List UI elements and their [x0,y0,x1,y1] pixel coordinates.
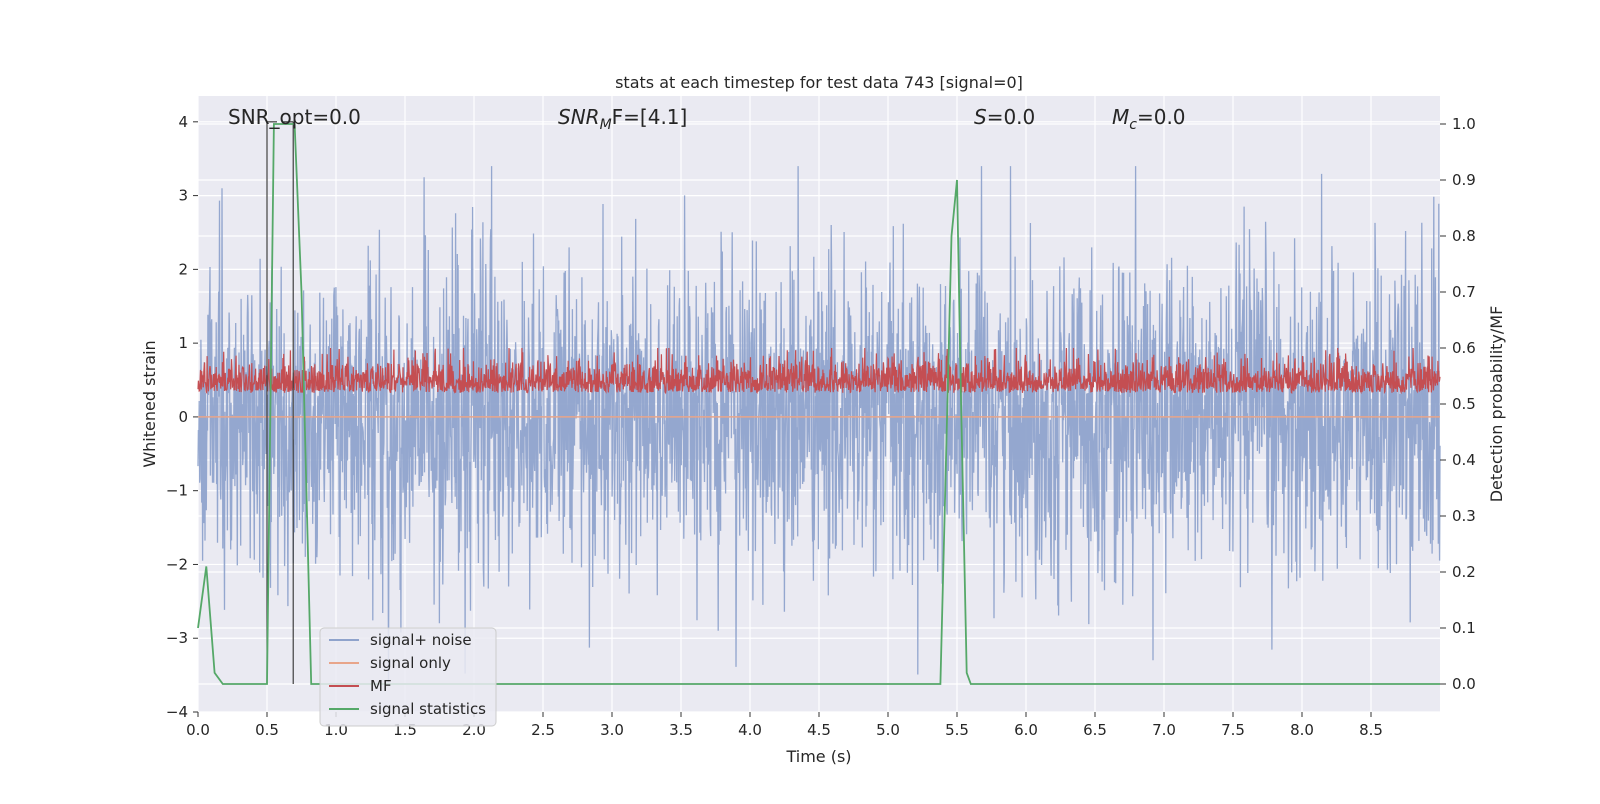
x-tick-label: 0.0 [186,721,210,739]
y-tick-label-right: 0.6 [1452,339,1476,357]
y-tick-label-right: 0.0 [1452,675,1476,693]
y-tick-label-right: 0.5 [1452,395,1476,413]
x-tick-label: 7.5 [1221,721,1245,739]
y-tick-label-left: 2 [178,260,188,278]
annotation-mc-sub: c [1129,117,1137,133]
annotation-mc-main: M [1112,105,1129,129]
legend-label-mf: MF [370,677,392,695]
x-tick-label: 6.0 [1014,721,1038,739]
legend: signal+ noise signal only MF signal stat… [319,627,497,727]
legend-label-signal-only: signal only [370,654,451,672]
y-tick-label-left: 1 [178,334,188,352]
ticks: 0.0 0.5 1.0 1.5 2.0 2.5 3.0 3.5 4.0 4.5 5.0 5.5 6.0 6… [166,113,1476,739]
y-tick-label-right: 0.8 [1452,227,1476,245]
annotation-mc-rest: =0.0 [1137,105,1186,129]
y-tick-label-left: −1 [166,482,188,500]
x-tick-label: 5.5 [945,721,969,739]
series-signal-statistics [197,123,1440,685]
annotation-s-main: S [974,105,987,129]
y-tick-label-left: −3 [166,629,188,647]
x-tick-label: 8.5 [1359,721,1383,739]
x-tick-label: 4.0 [738,721,762,739]
legend-label-signal-statistics: signal statistics [370,700,486,718]
y-tick-label-left: 4 [178,113,188,131]
y-tick-label-right: 0.4 [1452,451,1476,469]
y-tick-label-left: 3 [178,187,188,205]
legend-label-signal-noise: signal+ noise [370,631,472,649]
annotation-snr-opt: SNR_opt=0.0 [228,105,361,129]
x-axis-label: Time (s) [785,747,851,766]
x-tick-label: 7.0 [1152,721,1176,739]
annotation-s-rest: =0.0 [987,105,1036,129]
annotation-s: S=0.0 [974,105,1035,129]
x-tick-label: 6.5 [1083,721,1107,739]
y-tick-label-right: 0.7 [1452,283,1476,301]
y-axis-label-right: Detection probability/MF [1487,306,1506,503]
x-tick-label: 3.5 [669,721,693,739]
x-tick-label: 8.0 [1290,721,1314,739]
x-tick-label: 0.5 [255,721,279,739]
y-tick-label-left: −4 [166,703,188,721]
annotation-mc: Mc=0.0 [1112,105,1186,133]
y-tick-label-right: 0.9 [1452,171,1476,189]
y-tick-label-left: 0 [178,408,188,426]
legend-box [319,627,497,727]
series-mf [197,347,1441,395]
y-tick-label-left: −2 [166,555,188,573]
annotation-snr-mf-main: SNR [558,105,600,129]
x-tick-label: 2.5 [531,721,555,739]
series-layer [197,121,1441,685]
y-tick-label-right: 1.0 [1452,115,1476,133]
y-tick-label-right: 0.3 [1452,507,1476,525]
x-tick-label: 4.5 [807,721,831,739]
y-axis-label-left: Whitened strain [140,340,159,467]
annotation-snr-mf: SNRMF=[4.1] [558,105,687,133]
annotation-snr-mf-rest: F=[4.1] [612,105,688,129]
x-tick-label: 3.0 [600,721,624,739]
x-tick-label: 5.0 [876,721,900,739]
chart-title: stats at each timestep for test data 743… [615,73,1023,92]
y-tick-label-right: 0.2 [1452,563,1476,581]
annotation-snr-mf-sub: M [600,117,612,133]
y-tick-label-right: 0.1 [1452,619,1476,637]
